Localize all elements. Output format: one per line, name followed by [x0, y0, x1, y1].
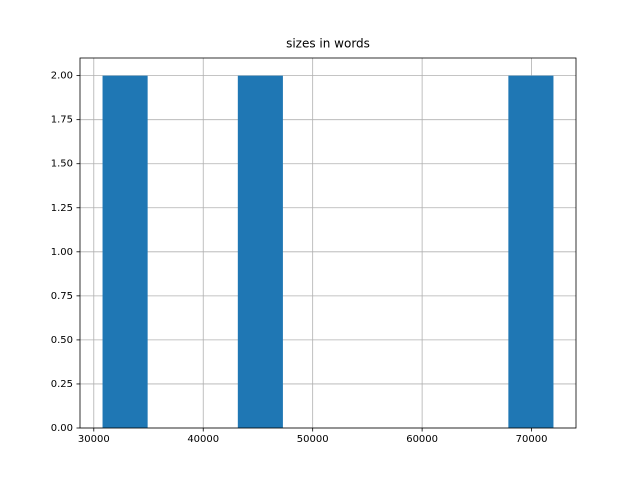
- axes-frame: [79, 57, 577, 429]
- bar: [237, 75, 283, 428]
- y-tick-label: 0.75: [51, 291, 73, 302]
- y-tick-label: 1.25: [51, 203, 73, 214]
- x-tick-label: 70000: [516, 434, 548, 445]
- y-tick-label: 0.00: [51, 423, 73, 434]
- y-tick-label: 1.50: [51, 159, 73, 170]
- y-tick-label: 2.00: [51, 71, 73, 82]
- bar: [508, 75, 554, 428]
- chart-title: sizes in words: [286, 37, 370, 51]
- y-tick-label: 0.25: [51, 379, 73, 390]
- y-tick-label: 1.75: [51, 115, 73, 126]
- bar: [102, 75, 148, 428]
- x-tick-label: 40000: [187, 434, 219, 445]
- x-tick-label: 30000: [78, 434, 110, 445]
- x-tick-label: 50000: [297, 434, 329, 445]
- y-tick-label: 0.50: [51, 335, 73, 346]
- x-tick-label: 60000: [406, 434, 438, 445]
- y-tick-label: 1.00: [51, 247, 73, 258]
